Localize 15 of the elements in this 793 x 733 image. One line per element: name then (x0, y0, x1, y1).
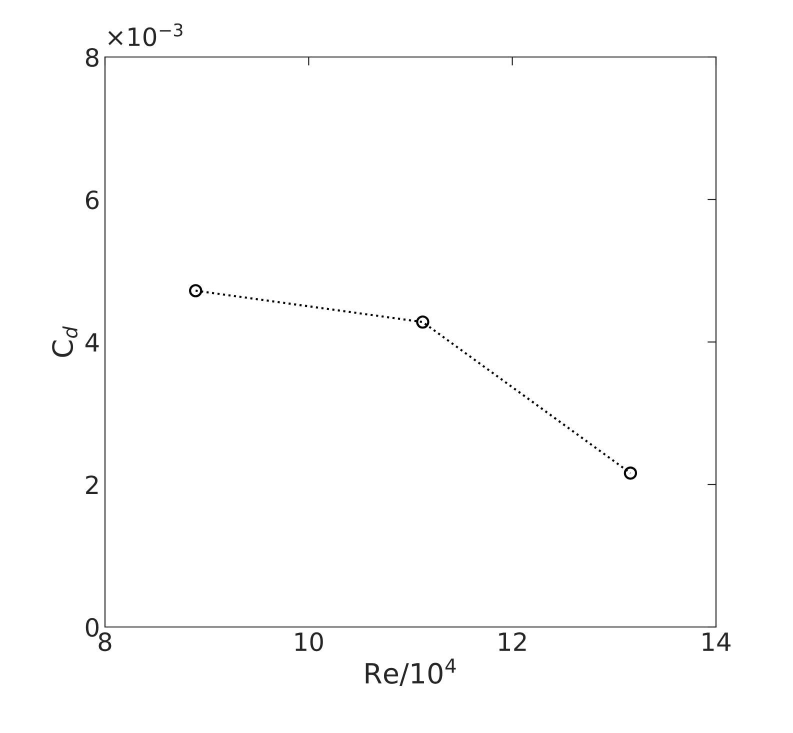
y-tick-label: 0 (86, 618, 98, 637)
y-axis-title: C$_{d}$ (52, 326, 78, 357)
x-tick-label: 12 (499, 632, 526, 651)
x-axis-title: Re/10$^{4}$ (366, 658, 456, 686)
point (624, 466, 638, 480)
y-tick-label: 4 (85, 333, 99, 352)
x-tick-label: 14 (702, 632, 731, 651)
x-tick-label: 8 (98, 632, 112, 652)
point (416, 315, 430, 329)
point (189, 284, 202, 298)
text: ×10$^{−3}$ (108, 23, 182, 46)
y-tick-label: 6 (86, 190, 99, 210)
y-tick-label: 8 (86, 48, 98, 67)
x-tick-label: 10 (296, 632, 323, 652)
y-tick-label: 2 (86, 475, 98, 494)
